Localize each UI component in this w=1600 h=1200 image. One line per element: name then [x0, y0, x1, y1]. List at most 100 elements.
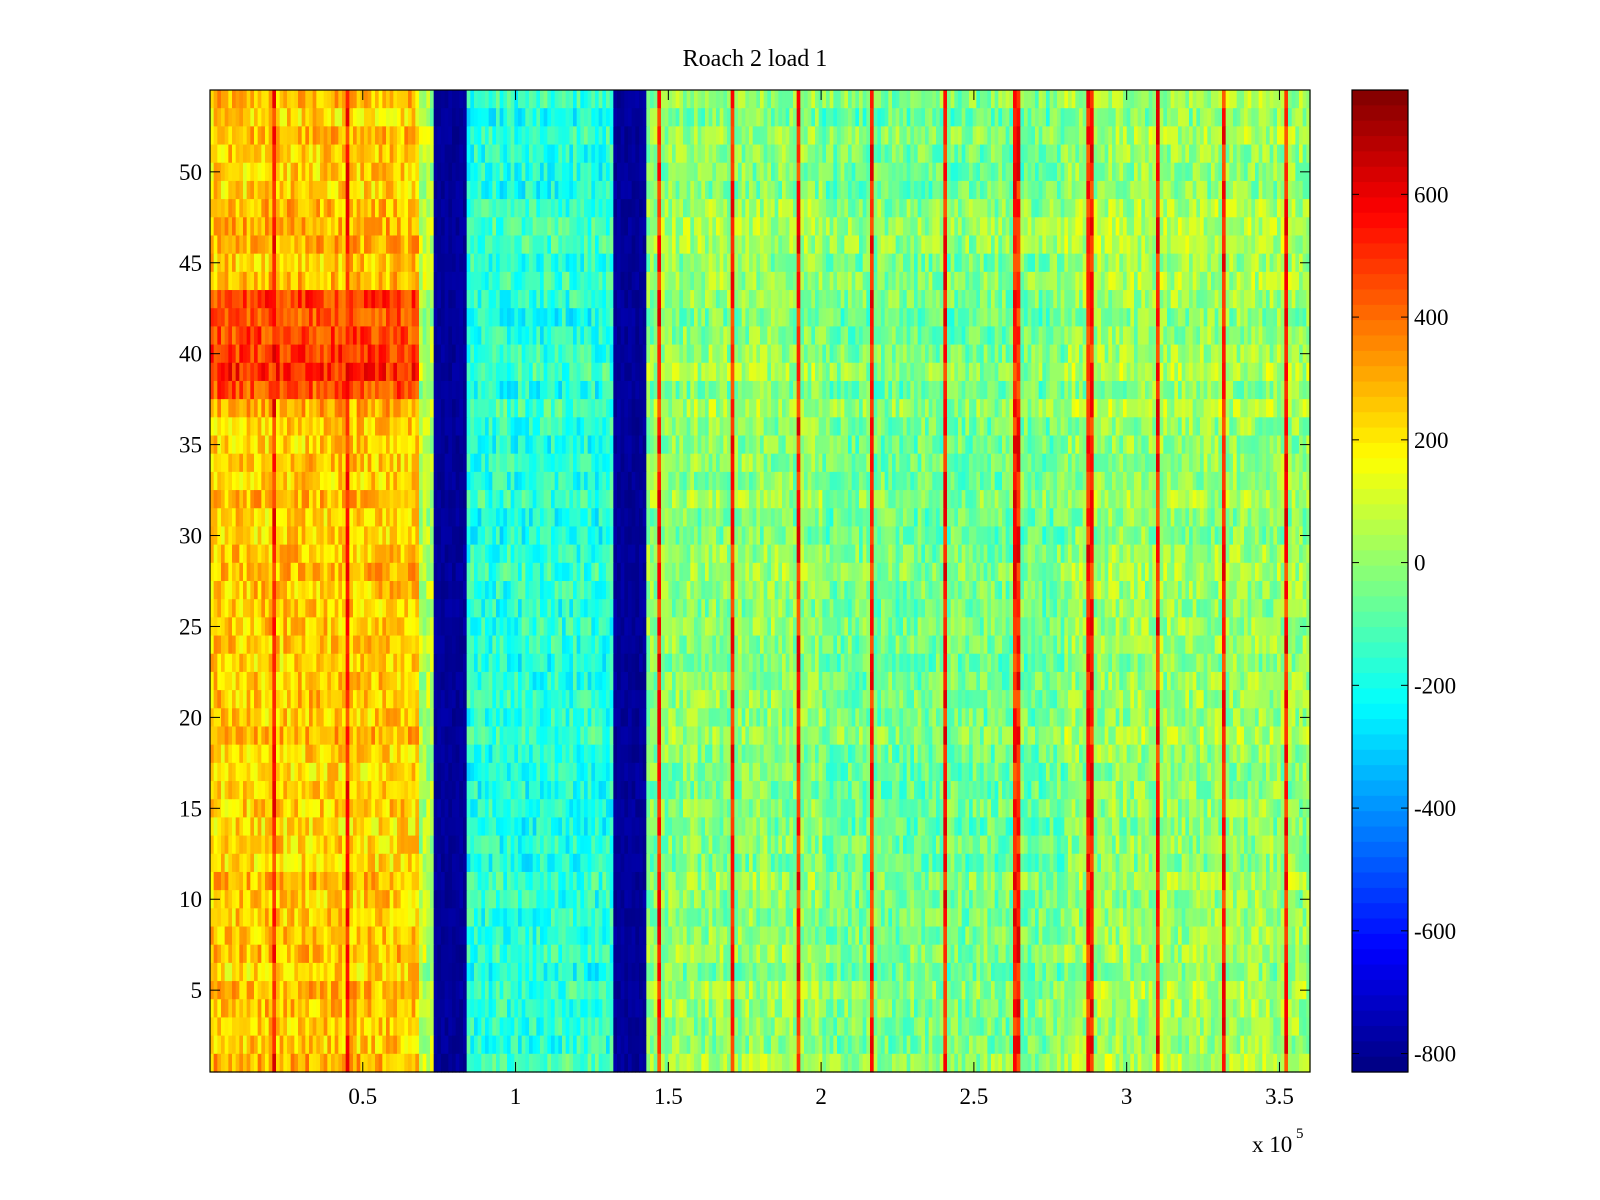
- heatmap-cell: [488, 108, 493, 127]
- heatmap-cell: [734, 180, 739, 200]
- heatmap-cell: [661, 144, 666, 164]
- heatmap-cell: [477, 290, 482, 309]
- heatmap-cell: [899, 199, 904, 218]
- heatmap-cell: [793, 108, 798, 127]
- heatmap-cell: [459, 362, 464, 382]
- heatmap-cell: [899, 308, 904, 328]
- heatmap-cell: [547, 217, 552, 237]
- heatmap-cell: [422, 271, 427, 291]
- heatmap-cell: [536, 362, 541, 382]
- heatmap-cell: [309, 162, 314, 182]
- heatmap-cell: [701, 90, 706, 109]
- heatmap-cell: [235, 199, 240, 218]
- heatmap-cell: [928, 199, 933, 218]
- heatmap-cell: [1222, 344, 1227, 364]
- heatmap-cell: [679, 344, 684, 364]
- heatmap-cell: [485, 362, 490, 382]
- heatmap-cell: [441, 344, 446, 364]
- heatmap-cell: [782, 199, 787, 218]
- heatmap-cell: [679, 90, 684, 109]
- heatmap-cell: [774, 290, 779, 309]
- heatmap-cell: [587, 326, 592, 346]
- heatmap-cell: [1079, 217, 1084, 237]
- heatmap-cell: [917, 235, 922, 255]
- heatmap-cell: [888, 326, 893, 346]
- heatmap-cell: [991, 362, 996, 382]
- heatmap-cell: [1280, 108, 1285, 127]
- heatmap-cell: [1049, 344, 1054, 364]
- heatmap-cell: [1038, 326, 1043, 346]
- heatmap-cell: [389, 217, 394, 237]
- heatmap-cell: [565, 162, 570, 182]
- heatmap-cell: [503, 380, 508, 400]
- heatmap-cell: [903, 108, 908, 127]
- heatmap-cell: [716, 90, 721, 109]
- heatmap-cell: [672, 344, 677, 364]
- heatmap-cell: [932, 235, 937, 255]
- heatmap-cell: [499, 162, 504, 182]
- heatmap-cell: [580, 308, 585, 328]
- heatmap-cell: [917, 90, 922, 109]
- heatmap-cell: [1082, 126, 1087, 146]
- heatmap-cell: [441, 253, 446, 273]
- heatmap-cell: [903, 144, 908, 164]
- heatmap-cell: [1071, 199, 1076, 218]
- heatmap-cell: [1181, 235, 1186, 255]
- heatmap-cell: [364, 199, 369, 218]
- heatmap-cell: [1218, 180, 1223, 200]
- heatmap-cell: [404, 344, 409, 364]
- heatmap-cell: [221, 144, 226, 164]
- heatmap-cell: [389, 380, 394, 400]
- heatmap-cell: [470, 90, 475, 109]
- heatmap-cell: [1200, 271, 1205, 291]
- heatmap-cell: [804, 126, 809, 146]
- heatmap-cell: [851, 108, 856, 127]
- heatmap-cell: [708, 362, 713, 382]
- heatmap-cell: [562, 253, 567, 273]
- heatmap-cell: [1218, 235, 1223, 255]
- heatmap-cell: [562, 271, 567, 291]
- heatmap-cell: [364, 308, 369, 328]
- heatmap-cell: [1130, 90, 1135, 109]
- heatmap-cell: [540, 162, 545, 182]
- heatmap-cell: [994, 199, 999, 218]
- heatmap-cell: [378, 362, 383, 382]
- heatmap-cell: [1211, 162, 1216, 182]
- heatmap-cell: [892, 253, 897, 273]
- heatmap-cell: [287, 90, 292, 109]
- heatmap-cell: [624, 326, 629, 346]
- heatmap-cell: [877, 108, 882, 127]
- heatmap-cell: [932, 344, 937, 364]
- heatmap-cell: [947, 308, 952, 328]
- heatmap-cell: [1244, 199, 1249, 218]
- heatmap-cell: [521, 380, 526, 400]
- heatmap-cell: [613, 290, 618, 309]
- heatmap-cell: [719, 144, 724, 164]
- heatmap-cell: [1053, 326, 1058, 346]
- heatmap-cell: [1046, 144, 1051, 164]
- heatmap-cell: [789, 344, 794, 364]
- heatmap-cell: [210, 326, 215, 346]
- heatmap-cell: [452, 362, 457, 382]
- heatmap-cell: [1302, 144, 1307, 164]
- heatmap-cell: [397, 126, 402, 146]
- heatmap-cell: [1299, 235, 1304, 255]
- heatmap-cell: [525, 362, 530, 382]
- heatmap-cell: [217, 235, 222, 255]
- heatmap-cell: [873, 180, 878, 200]
- heatmap-cell: [672, 235, 677, 255]
- heatmap-cell: [334, 308, 339, 328]
- heatmap-cell: [587, 217, 592, 237]
- heatmap-cell: [1189, 144, 1194, 164]
- heatmap-cell: [796, 380, 801, 400]
- heatmap-cell: [727, 217, 732, 237]
- heatmap-cell: [1148, 126, 1153, 146]
- heatmap-cell: [1038, 290, 1043, 309]
- heatmap-cell: [866, 108, 871, 127]
- heatmap-cell: [936, 362, 941, 382]
- heatmap-cell: [1207, 344, 1212, 364]
- heatmap-cell: [540, 362, 545, 382]
- heatmap-cell: [562, 235, 567, 255]
- heatmap-cell: [532, 162, 537, 182]
- heatmap-cell: [393, 217, 398, 237]
